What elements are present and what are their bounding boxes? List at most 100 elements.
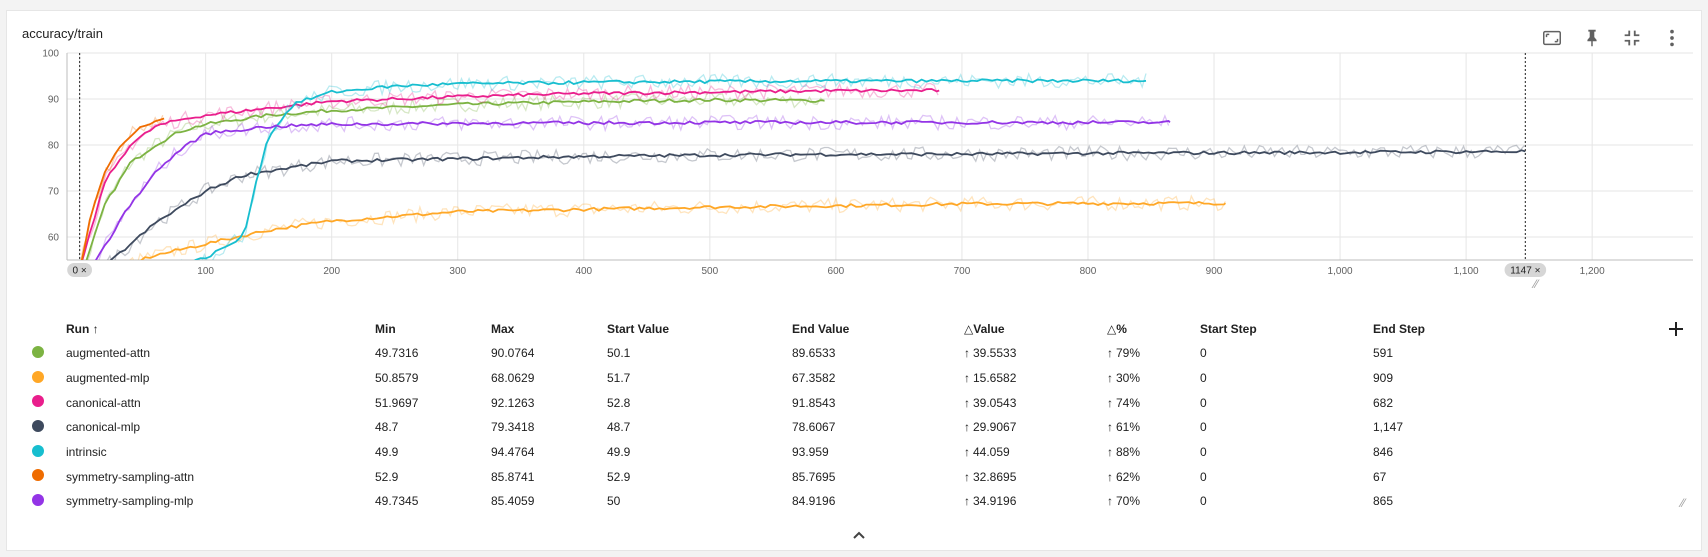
series-line xyxy=(85,97,825,260)
end-step: 846 xyxy=(1373,445,1394,460)
end-value: 67.3582 xyxy=(792,371,836,386)
y-tick-label: 60 xyxy=(48,233,60,244)
add-column-button[interactable] xyxy=(1665,318,1687,340)
series-raw-line xyxy=(98,113,1170,260)
collapse-button[interactable] xyxy=(1615,21,1649,55)
x-tick-label: 500 xyxy=(701,266,718,277)
arrow-up-icon: ↑ xyxy=(1107,445,1113,460)
delta-value: 39.5533 xyxy=(973,346,1017,361)
end-value: 78.6067 xyxy=(792,420,836,435)
delta-percent: 79% xyxy=(1116,346,1141,361)
pin-button[interactable] xyxy=(1575,21,1609,55)
x-tick-label: 1,100 xyxy=(1454,266,1479,277)
min-value: 51.9697 xyxy=(375,395,419,410)
delta-percent: 61% xyxy=(1116,420,1141,435)
series-line xyxy=(81,88,940,260)
chart-card: accuracy/train 60 70 80 xyxy=(6,10,1702,551)
fit-domain-button[interactable] xyxy=(1535,21,1569,55)
col-header-start-value[interactable]: Start Value xyxy=(607,322,670,336)
delta-value-cell: ↑ 32.8695 xyxy=(964,464,1107,489)
pin-icon xyxy=(1587,29,1597,47)
col-header-start-step[interactable]: Start Step xyxy=(1200,322,1257,336)
arrow-up-icon: ↑ xyxy=(964,494,970,509)
run-name: augmented-mlp xyxy=(66,371,150,386)
end-step: 682 xyxy=(1373,395,1394,410)
table-row[interactable]: intrinsic 49.9 94.4764 49.9 93.959 ↑ 44.0… xyxy=(23,440,1493,465)
start-value: 52.9 xyxy=(607,469,631,484)
chart-resize-handle[interactable]: ⁄⁄ xyxy=(1534,277,1539,291)
series-line xyxy=(94,119,1171,260)
max-value: 85.8741 xyxy=(491,469,535,484)
x-tick-label: 700 xyxy=(954,266,971,277)
delta-percent: 70% xyxy=(1116,494,1141,509)
table-row[interactable]: augmented-mlp 50.8579 68.0629 51.7 67.35… xyxy=(23,366,1493,391)
max-value: 68.0629 xyxy=(491,371,535,386)
range-marker-chip xyxy=(1504,263,1547,277)
run-color-dot[interactable] xyxy=(32,345,44,358)
delta-value-cell: ↑ 29.9067 xyxy=(964,415,1107,440)
col-header-end-value[interactable]: End Value xyxy=(792,322,850,336)
series-line xyxy=(109,149,1526,260)
series-line xyxy=(80,117,165,260)
series-line xyxy=(134,200,1227,260)
delta-value: 32.8695 xyxy=(973,469,1017,484)
min-value: 49.7345 xyxy=(375,494,419,509)
x-tick-label: 1,200 xyxy=(1580,266,1605,277)
collapse-table-button[interactable] xyxy=(847,525,871,545)
arrow-up-icon: ↑ xyxy=(964,445,970,460)
arrow-up-icon: ↑ xyxy=(1107,420,1113,435)
arrow-up-icon: ↑ xyxy=(964,395,970,410)
table-resize-handle[interactable]: ⁄⁄ xyxy=(1681,496,1686,510)
col-header-max[interactable]: Max xyxy=(491,322,515,336)
col-header-min[interactable]: Min xyxy=(375,322,396,336)
min-value: 49.7316 xyxy=(375,346,419,361)
run-color-dot[interactable] xyxy=(32,370,44,383)
table-row[interactable]: canonical-mlp 48.7 79.3418 48.7 78.6067 … xyxy=(23,415,1493,440)
table-row[interactable]: canonical-attn 51.9697 92.1263 52.8 91.8… xyxy=(23,390,1493,415)
table-row[interactable]: symmetry-sampling-attn 52.9 85.8741 52.9… xyxy=(23,464,1493,489)
run-name: intrinsic xyxy=(66,445,107,460)
delta-percent-cell: ↑ 74% xyxy=(1107,390,1200,415)
delta-value-cell: ↑ 15.6582 xyxy=(964,366,1107,391)
run-color-dot[interactable] xyxy=(32,469,44,482)
arrow-up-icon: ↑ xyxy=(1107,395,1113,410)
run-color-dot[interactable] xyxy=(32,444,44,457)
run-name: symmetry-sampling-attn xyxy=(66,469,195,484)
table-row[interactable]: symmetry-sampling-mlp 49.7345 85.4059 50… xyxy=(23,489,1493,514)
line-chart[interactable]: 6070809010001002003004005006007008009001… xyxy=(7,11,1703,301)
card-toolbar xyxy=(1535,21,1689,55)
run-color-dot[interactable] xyxy=(32,493,44,506)
run-color-dot[interactable] xyxy=(32,419,44,432)
delta-value: 29.9067 xyxy=(973,420,1017,435)
plus-icon xyxy=(1669,322,1683,336)
delta-percent: 30% xyxy=(1116,371,1141,386)
max-value: 90.0764 xyxy=(491,346,535,361)
arrow-up-icon: ↑ xyxy=(964,469,970,484)
delta-percent-cell: ↑ 88% xyxy=(1107,440,1200,465)
max-value: 92.1263 xyxy=(491,395,535,410)
start-step: 0 xyxy=(1200,346,1207,361)
max-value: 85.4059 xyxy=(491,494,535,509)
x-tick-label: 200 xyxy=(323,266,340,277)
col-header-run[interactable]: Run ↑ xyxy=(66,322,99,336)
col-header-delta-value[interactable]: △Value xyxy=(964,322,1005,336)
x-tick-label: 400 xyxy=(575,266,592,277)
delta-percent: 74% xyxy=(1116,395,1141,410)
table-row[interactable]: augmented-attn 49.7316 90.0764 50.1 89.6… xyxy=(23,341,1493,366)
runs-table: Run ↑ Min Max Start Value End Value △Val… xyxy=(23,317,1493,514)
start-step: 0 xyxy=(1200,494,1207,509)
delta-percent-cell: ↑ 79% xyxy=(1107,341,1200,366)
end-step: 67 xyxy=(1373,469,1387,484)
col-header-delta-percent[interactable]: △% xyxy=(1107,322,1127,336)
col-header-end-step[interactable]: End Step xyxy=(1373,322,1426,336)
min-value: 48.7 xyxy=(375,420,399,435)
more-options-button[interactable] xyxy=(1655,21,1689,55)
run-color-dot[interactable] xyxy=(32,395,44,408)
end-value: 84.9196 xyxy=(792,494,836,509)
collapse-icon xyxy=(1624,30,1640,46)
x-tick-label: 800 xyxy=(1080,266,1097,277)
start-step: 0 xyxy=(1200,469,1207,484)
range-marker-label: 0 × xyxy=(73,266,87,277)
start-value: 50 xyxy=(607,494,621,509)
end-value: 89.6533 xyxy=(792,346,836,361)
